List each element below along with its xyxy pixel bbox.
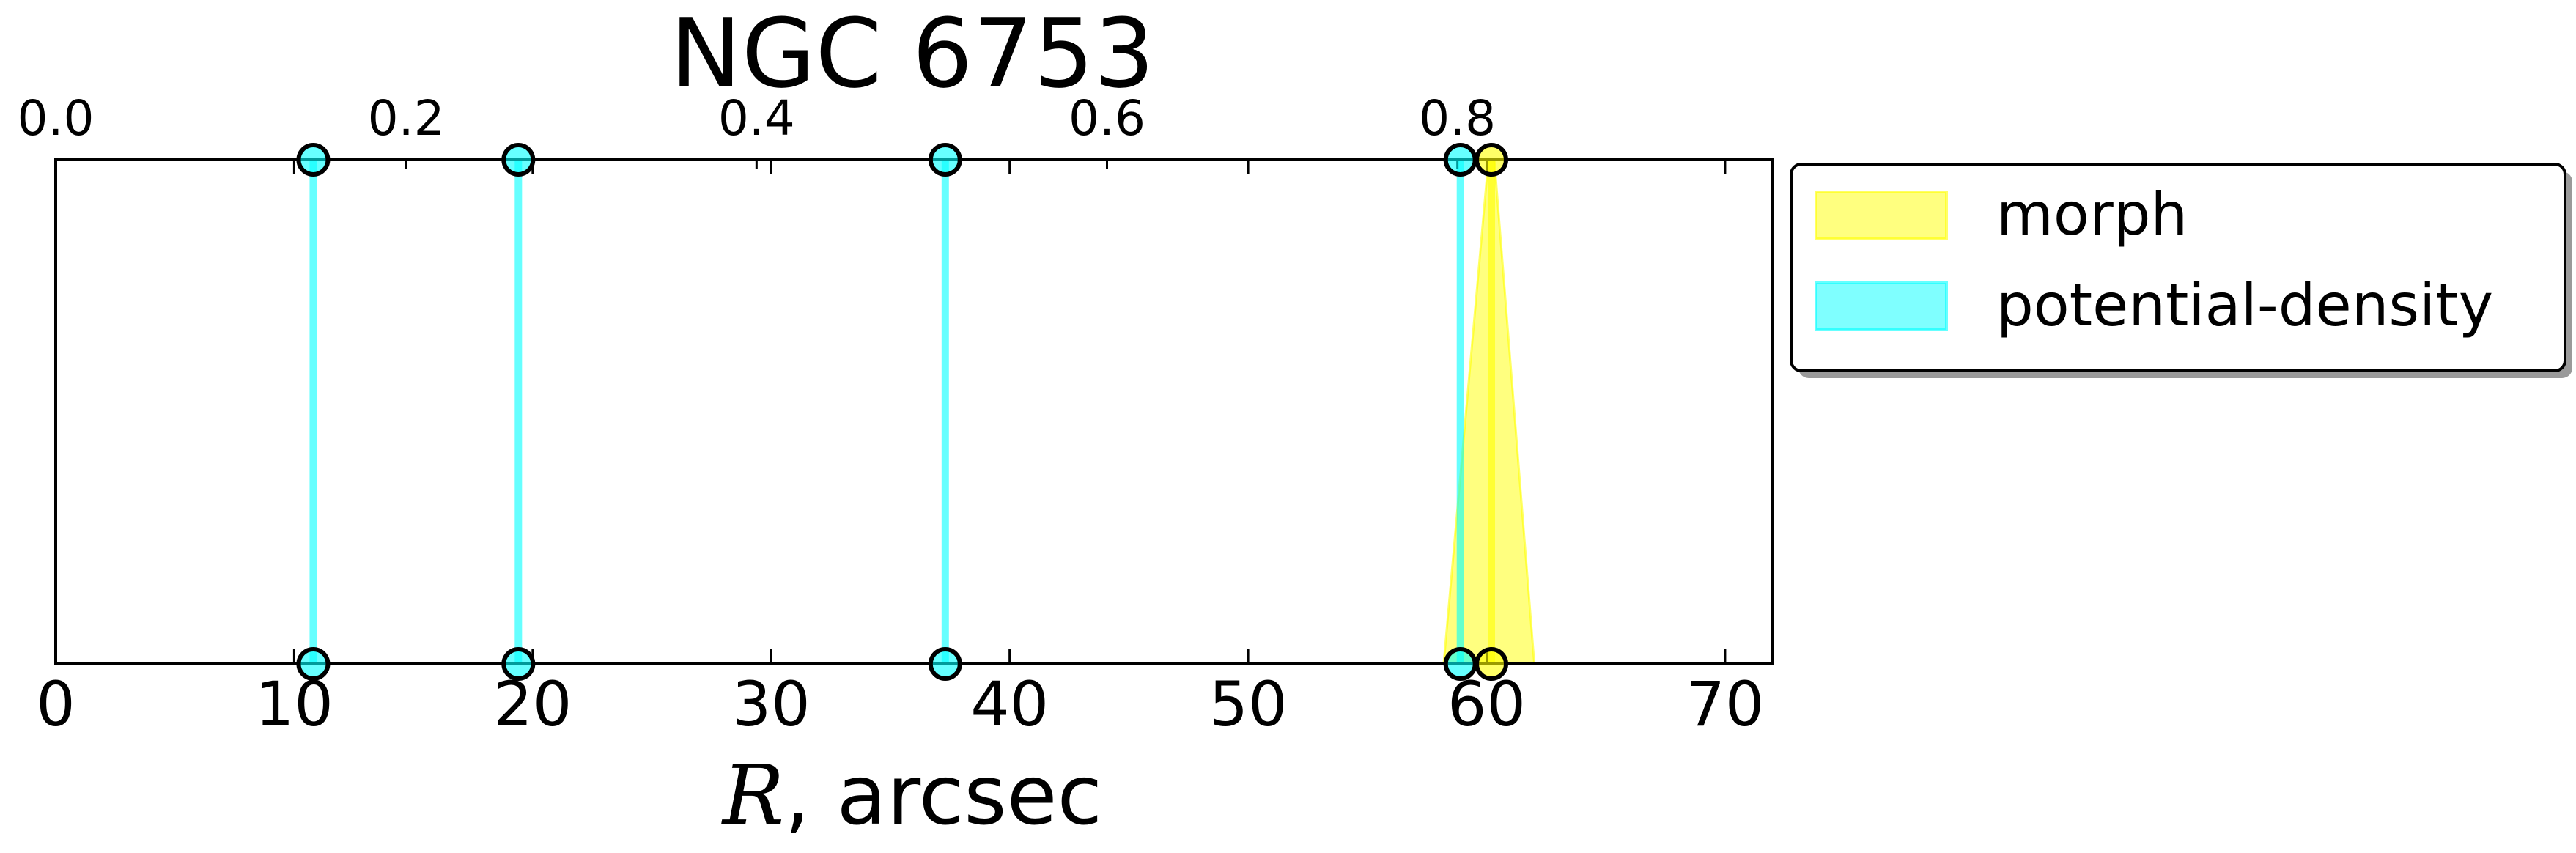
legend-label-morph: morph [1996, 180, 2188, 248]
top-tick-label-1: 0.2 [368, 90, 445, 147]
x-tick-label-7: 70 [1686, 668, 1764, 740]
top-tick-label-4: 0.8 [1419, 90, 1496, 147]
potential-density-marker-top-0 [296, 143, 331, 177]
x-tick-label-1: 10 [255, 668, 333, 740]
x-tick-label-2: 20 [493, 668, 572, 740]
top-tick-label-3: 0.6 [1069, 90, 1145, 147]
x-axis-label: R, arcsec [721, 748, 1102, 843]
potential-density-marker-bottom-3 [1443, 647, 1477, 681]
x-tick-label-0: 0 [36, 668, 75, 740]
morph-marker-bottom-0 [1475, 647, 1509, 681]
x-axis-label-symbol: R [721, 748, 784, 843]
legend-label-potential-density: potential-density [1996, 271, 2493, 339]
potential-density-marker-top-1 [501, 143, 536, 177]
legend-swatch-potential-density [1815, 281, 1948, 331]
x-axis-label-unit: , arcsec [784, 748, 1102, 843]
potential-density-marker-top-3 [1443, 143, 1477, 177]
series-markers [296, 143, 1509, 681]
potential-density-marker-bottom-2 [928, 647, 962, 681]
potential-density-marker-bottom-1 [501, 647, 536, 681]
x-tick-label-5: 50 [1209, 668, 1288, 740]
legend: morph potential-density [1790, 163, 2572, 378]
axis-ticks: 0 10 20 30 40 50 60 700.0 0.2 0.4 0.6 0.8 [18, 90, 1765, 740]
x-tick-label-4: 40 [970, 668, 1049, 740]
top-tick-label-2: 0.4 [718, 90, 795, 147]
plot-frame [54, 158, 1774, 665]
potential-density-marker-top-2 [928, 143, 962, 177]
legend-swatch-morph [1815, 191, 1948, 240]
series-lines [309, 160, 1496, 664]
morph-marker-top-0 [1475, 143, 1509, 177]
top-tick-label-0: 0.0 [18, 90, 95, 147]
legend-box [1790, 163, 2566, 372]
chart-title: NGC 6753 [671, 0, 1155, 109]
potential-density-marker-bottom-0 [296, 647, 331, 681]
x-tick-label-3: 30 [732, 668, 811, 740]
